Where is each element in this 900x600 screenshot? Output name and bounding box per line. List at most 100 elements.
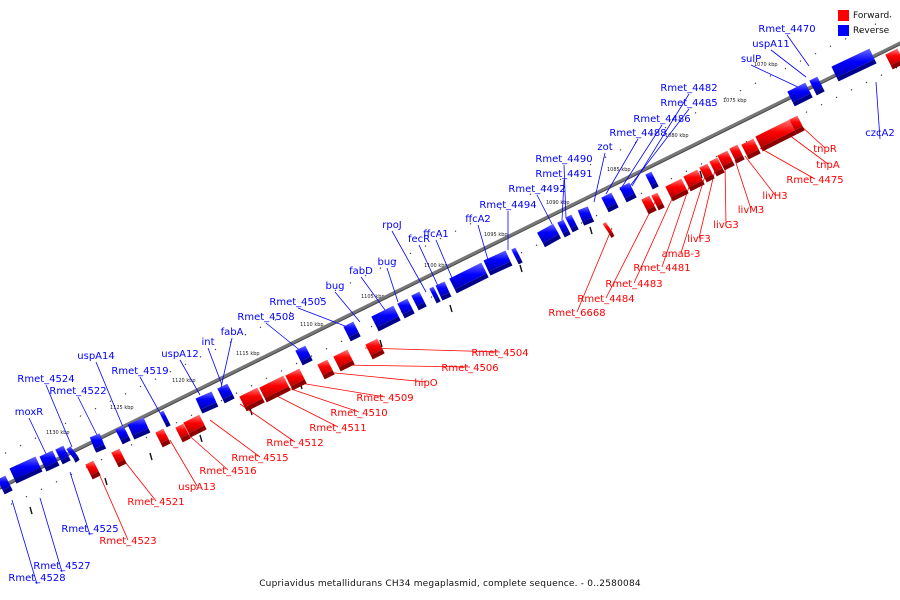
reverse-gene bbox=[619, 182, 637, 203]
forward-leader bbox=[698, 169, 716, 239]
tick-mark bbox=[535, 244, 538, 247]
tick-mark bbox=[694, 112, 697, 114]
gene-side bbox=[132, 428, 151, 440]
reverse-leader bbox=[605, 138, 639, 195]
forward-leader bbox=[364, 347, 501, 353]
forward-gene bbox=[699, 163, 715, 183]
tick-mark bbox=[439, 237, 442, 240]
reverse-leader bbox=[477, 224, 489, 261]
gene-side bbox=[890, 60, 900, 70]
gene-face bbox=[127, 417, 149, 436]
gene-face bbox=[809, 76, 823, 92]
tick-mark bbox=[859, 30, 862, 33]
tick-mark bbox=[139, 385, 142, 388]
tick-mark bbox=[235, 392, 238, 394]
reverse-gene bbox=[483, 250, 513, 276]
gene-face bbox=[787, 82, 811, 103]
tick-mark bbox=[154, 378, 157, 380]
reverse-leader bbox=[219, 337, 233, 393]
reverse-gene bbox=[9, 456, 43, 484]
tick-mark bbox=[619, 148, 622, 151]
tick-mark bbox=[805, 111, 808, 113]
gene-face bbox=[435, 281, 450, 297]
reverse-leader bbox=[391, 230, 427, 293]
reverse-leader bbox=[435, 239, 453, 279]
gene-side bbox=[624, 193, 637, 203]
tick-mark bbox=[844, 38, 847, 40]
reverse-leader bbox=[536, 194, 553, 225]
forward-leader bbox=[784, 131, 829, 165]
gene-side bbox=[734, 155, 745, 164]
tick-mark bbox=[175, 421, 178, 424]
gene-side bbox=[188, 425, 207, 438]
forward-gene-label: Rmet_4512 bbox=[266, 438, 323, 449]
major-tick bbox=[379, 339, 383, 348]
tick-mark bbox=[880, 74, 883, 76]
gene-face bbox=[295, 345, 311, 362]
reverse-gene bbox=[89, 433, 107, 453]
reverse-leader bbox=[786, 34, 810, 67]
tick-label: 1120 kbp bbox=[172, 378, 196, 384]
gene-side bbox=[60, 456, 71, 465]
gene-side bbox=[200, 402, 219, 414]
reverse-gene bbox=[429, 286, 441, 304]
gene-face bbox=[0, 475, 11, 491]
forward-gene-label: Rmet_4484 bbox=[577, 294, 634, 305]
forward-gene bbox=[239, 387, 265, 412]
reverse-gene-label: Rmet_4482 bbox=[660, 83, 717, 94]
reverse-gene bbox=[601, 192, 619, 213]
forward-gene-label: hipO bbox=[414, 378, 437, 389]
reverse-gene-label: czcA2 bbox=[865, 128, 894, 139]
tick-mark bbox=[430, 296, 433, 298]
forward-leader bbox=[239, 403, 296, 443]
reverse-gene-label: ffcA2 bbox=[465, 214, 491, 225]
forward-gene-label: tnpA bbox=[816, 160, 840, 171]
reverse-leader bbox=[39, 497, 63, 573]
reverse-gene bbox=[371, 305, 401, 332]
gene-face bbox=[397, 298, 413, 315]
forward-gene bbox=[175, 423, 191, 443]
tick-mark bbox=[604, 156, 607, 159]
tick-label: 1075 kbp bbox=[723, 98, 747, 104]
gene-side bbox=[290, 379, 307, 391]
forward-gene-label: Rmet_4515 bbox=[231, 453, 288, 464]
forward-gene-label: Rmet_4521 bbox=[127, 497, 184, 508]
tick-mark bbox=[100, 458, 103, 461]
tick-mark bbox=[820, 103, 823, 106]
tick-mark bbox=[595, 214, 598, 217]
reverse-gene bbox=[295, 345, 313, 366]
legend-reverse: Reverse bbox=[838, 23, 889, 38]
tick-mark bbox=[199, 356, 202, 358]
gene-side bbox=[609, 231, 615, 238]
gene-side bbox=[650, 182, 659, 190]
tick-label: 1110 kbp bbox=[300, 322, 324, 328]
forward-gene-label: Rmet_4483 bbox=[605, 279, 662, 290]
tick-mark bbox=[409, 252, 412, 255]
reverse-gene-label: ffcA1 bbox=[423, 229, 449, 240]
forward-gene-label: livM3 bbox=[738, 205, 764, 216]
gene-face bbox=[155, 428, 169, 444]
reverse-gene bbox=[511, 247, 523, 265]
gene-face bbox=[195, 391, 217, 410]
forward-gene-label: Rmet_4481 bbox=[633, 263, 690, 274]
reverse-gene-label: fecR bbox=[408, 234, 430, 245]
reverse-gene-label: Rmet_4486 bbox=[633, 114, 690, 125]
tick-mark bbox=[700, 163, 703, 165]
forward-gene bbox=[259, 375, 291, 403]
gene-side bbox=[338, 360, 355, 372]
reverse-gene-label: uspA12 bbox=[161, 349, 198, 360]
tick-label: 1095 kbp bbox=[484, 232, 508, 238]
tick-mark bbox=[265, 377, 268, 380]
gene-face bbox=[601, 192, 617, 209]
tick-mark bbox=[799, 60, 802, 62]
major-tick bbox=[449, 304, 453, 313]
gene-side bbox=[116, 459, 127, 468]
gene-face bbox=[343, 321, 359, 338]
tick-mark bbox=[709, 104, 712, 107]
gene-side bbox=[836, 59, 877, 82]
tick-mark bbox=[25, 495, 28, 498]
gene-side bbox=[73, 455, 80, 463]
reverse-gene bbox=[411, 291, 427, 311]
tick-mark bbox=[484, 215, 487, 218]
tick-mark bbox=[295, 362, 298, 365]
